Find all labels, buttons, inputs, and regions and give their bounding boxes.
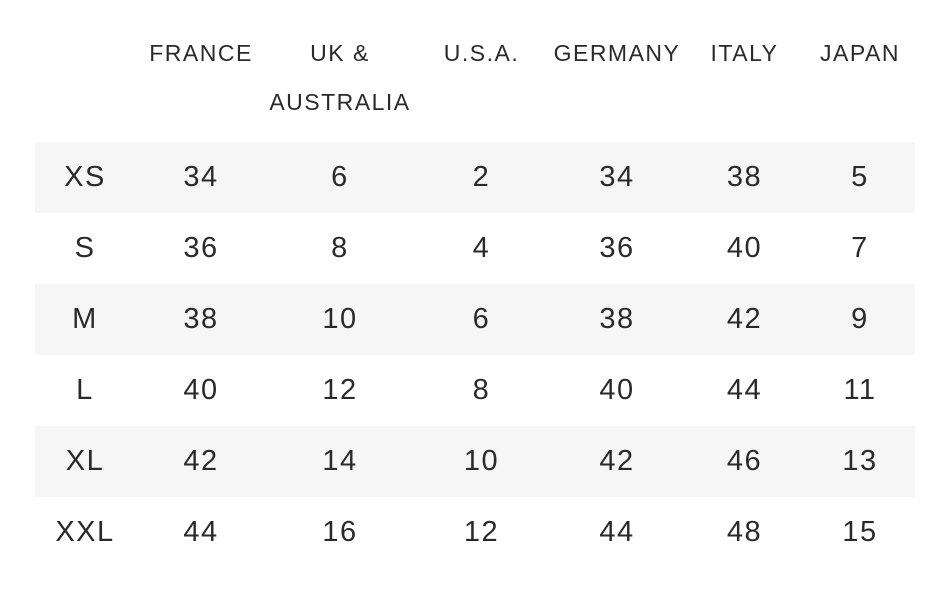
cell-value: 6 <box>331 161 349 193</box>
cell-value: 42 <box>183 445 219 477</box>
cell-value: 36 <box>183 232 219 264</box>
cell-value: 10 <box>463 445 500 477</box>
column-header-size <box>35 0 135 142</box>
size-label: S <box>74 232 96 264</box>
column-header-germany: GERMANY <box>553 40 681 66</box>
cell-value: 44 <box>183 516 219 548</box>
cell-value: 42 <box>726 303 763 335</box>
cell-value: 12 <box>463 516 500 548</box>
cell-value: 5 <box>851 161 869 193</box>
table-row: M 38 10 6 38 42 9 <box>35 284 915 355</box>
size-label: XXL <box>55 516 115 548</box>
table-row: XL 42 14 10 42 46 13 <box>35 426 915 497</box>
cell-value: 40 <box>726 232 763 264</box>
cell-value: 8 <box>331 232 349 264</box>
cell-value: 11 <box>843 374 877 406</box>
size-chart-body: XS 34 6 2 34 38 5 S 36 8 4 36 40 7 M 38 … <box>35 142 915 568</box>
cell-value: 44 <box>599 516 635 548</box>
cell-value: 42 <box>599 445 635 477</box>
cell-value: 14 <box>322 445 358 477</box>
table-row: L 40 12 8 40 44 11 <box>35 355 915 426</box>
cell-value: 16 <box>322 516 358 548</box>
table-row: XS 34 6 2 34 38 5 <box>35 142 915 213</box>
cell-value: 38 <box>726 161 763 193</box>
cell-value: 38 <box>599 303 635 335</box>
cell-value: 13 <box>842 445 878 477</box>
cell-value: 34 <box>183 161 219 193</box>
cell-value: 15 <box>842 516 878 548</box>
header-row: FRANCE UK & AUSTRALIA U.S.A. GERMANY ITA… <box>35 0 915 142</box>
column-header-uk-australia: UK & AUSTRALIA <box>269 40 411 115</box>
cell-value: 46 <box>726 445 763 477</box>
size-chart-table: FRANCE UK & AUSTRALIA U.S.A. GERMANY ITA… <box>35 0 915 568</box>
cell-value: 12 <box>322 374 358 406</box>
size-label: XL <box>65 445 105 477</box>
cell-value: 48 <box>726 516 763 548</box>
column-header-italy: ITALY <box>710 40 779 66</box>
cell-value: 34 <box>599 161 635 193</box>
cell-value: 40 <box>599 374 635 406</box>
size-label: M <box>72 303 98 335</box>
cell-value: 7 <box>851 232 869 264</box>
table-row: S 36 8 4 36 40 7 <box>35 213 915 284</box>
column-header-france: FRANCE <box>149 40 253 66</box>
size-label: L <box>76 374 94 406</box>
cell-value: 38 <box>183 303 219 335</box>
cell-value: 36 <box>599 232 635 264</box>
cell-value: 44 <box>726 374 763 406</box>
cell-value: 6 <box>472 303 491 335</box>
cell-value: 9 <box>851 303 869 335</box>
size-label: XS <box>64 161 106 193</box>
cell-value: 8 <box>472 374 491 406</box>
cell-value: 4 <box>472 232 491 264</box>
table-row: XXL 44 16 12 44 48 15 <box>35 497 915 568</box>
cell-value: 40 <box>183 374 219 406</box>
cell-value: 2 <box>472 161 491 193</box>
column-header-usa: U.S.A. <box>443 40 520 66</box>
size-chart-header: FRANCE UK & AUSTRALIA U.S.A. GERMANY ITA… <box>35 0 915 142</box>
column-header-japan: JAPAN <box>820 40 900 66</box>
cell-value: 10 <box>322 303 358 335</box>
